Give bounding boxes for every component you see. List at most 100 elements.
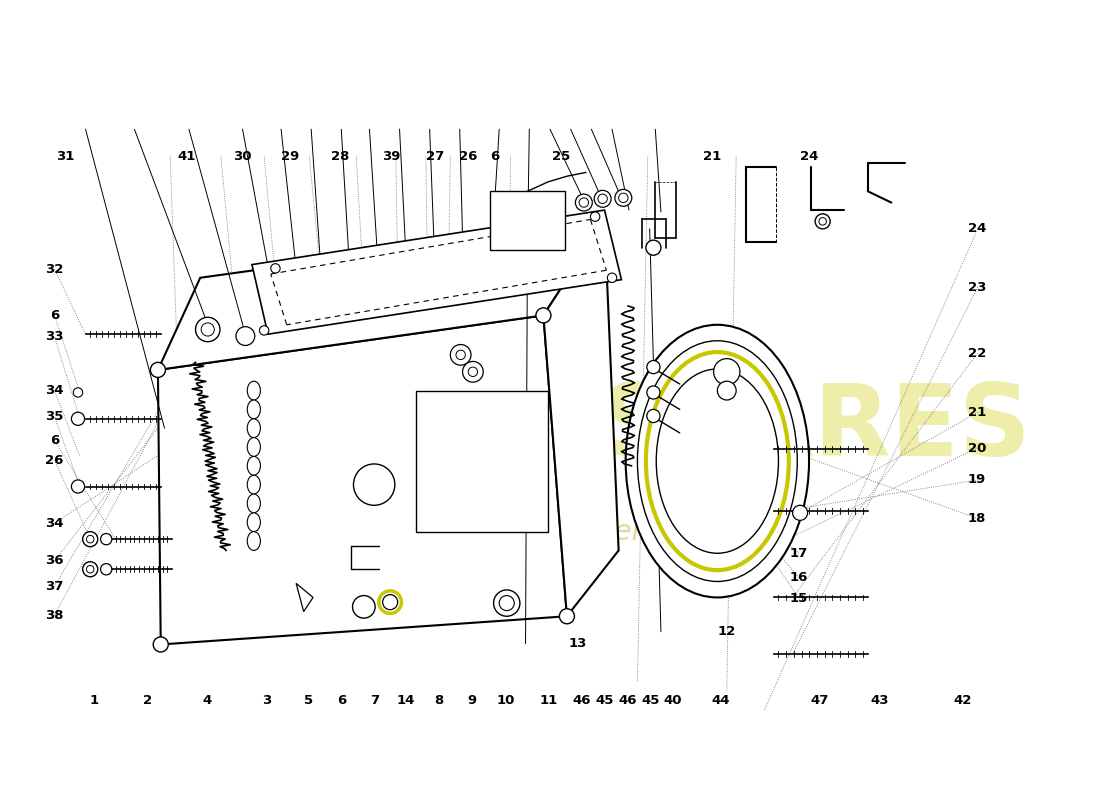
Ellipse shape	[248, 457, 261, 475]
Circle shape	[87, 566, 94, 573]
Circle shape	[598, 194, 607, 203]
Text: 32: 32	[45, 262, 64, 276]
Circle shape	[591, 212, 600, 222]
Text: 30: 30	[233, 150, 252, 162]
Text: 6: 6	[491, 150, 499, 162]
Text: 24: 24	[968, 222, 987, 235]
Ellipse shape	[248, 381, 261, 400]
Text: 10: 10	[496, 694, 515, 707]
Circle shape	[818, 218, 826, 225]
Ellipse shape	[248, 513, 261, 532]
Text: 45: 45	[641, 694, 659, 707]
Text: 39: 39	[383, 150, 400, 162]
Circle shape	[82, 562, 98, 577]
Bar	[490, 191, 565, 250]
Ellipse shape	[637, 341, 798, 582]
Circle shape	[151, 362, 165, 378]
Ellipse shape	[657, 369, 779, 554]
Text: 26: 26	[459, 150, 477, 162]
Text: 46: 46	[618, 694, 637, 707]
Circle shape	[100, 564, 112, 575]
Ellipse shape	[248, 419, 261, 438]
Circle shape	[646, 240, 661, 255]
Circle shape	[87, 535, 94, 543]
Text: 9: 9	[468, 694, 477, 707]
Text: EUROSPARES: EUROSPARES	[290, 380, 1032, 477]
Text: 45: 45	[595, 694, 614, 707]
Circle shape	[615, 190, 631, 206]
Circle shape	[352, 595, 375, 618]
Text: 29: 29	[282, 150, 299, 162]
Ellipse shape	[248, 438, 261, 457]
Circle shape	[271, 264, 281, 273]
Text: 15: 15	[790, 592, 808, 605]
Circle shape	[353, 464, 395, 506]
Polygon shape	[158, 315, 566, 645]
Circle shape	[196, 318, 220, 342]
Ellipse shape	[248, 475, 261, 494]
Circle shape	[450, 345, 471, 366]
Text: 41: 41	[178, 150, 196, 162]
Circle shape	[717, 381, 736, 400]
Text: 7: 7	[371, 694, 380, 707]
Text: 47: 47	[811, 694, 829, 707]
Text: 31: 31	[56, 150, 74, 162]
Polygon shape	[252, 210, 622, 334]
Circle shape	[463, 362, 483, 382]
Polygon shape	[543, 222, 618, 616]
Text: 46: 46	[573, 694, 591, 707]
Text: 35: 35	[45, 410, 64, 423]
Circle shape	[618, 193, 628, 202]
Text: 19: 19	[968, 474, 987, 486]
Circle shape	[456, 350, 465, 359]
Circle shape	[536, 308, 551, 323]
Text: 43: 43	[870, 694, 889, 707]
Text: 24: 24	[801, 150, 818, 162]
Text: 23: 23	[968, 281, 987, 294]
Circle shape	[72, 412, 85, 426]
Text: 42: 42	[954, 694, 971, 707]
Text: 17: 17	[790, 547, 808, 560]
Polygon shape	[158, 222, 605, 370]
Text: 6: 6	[338, 694, 346, 707]
Text: 6: 6	[50, 310, 59, 322]
Text: 18: 18	[968, 512, 987, 526]
Text: 13: 13	[569, 638, 587, 650]
Text: 2: 2	[143, 694, 152, 707]
Text: 6: 6	[50, 434, 59, 447]
Circle shape	[647, 386, 660, 399]
Circle shape	[560, 609, 574, 624]
Text: 3: 3	[262, 694, 271, 707]
Text: a passion for excellence 1985: a passion for excellence 1985	[378, 518, 793, 546]
Circle shape	[236, 326, 255, 346]
Circle shape	[714, 358, 740, 385]
Circle shape	[383, 594, 398, 610]
Text: 38: 38	[45, 609, 64, 622]
Text: 36: 36	[45, 554, 64, 567]
Text: 4: 4	[202, 694, 212, 707]
Text: 33: 33	[45, 330, 64, 343]
Circle shape	[793, 506, 807, 520]
Text: 16: 16	[790, 571, 808, 584]
Circle shape	[594, 190, 612, 207]
Polygon shape	[296, 583, 314, 611]
Text: 21: 21	[968, 406, 987, 418]
Text: 44: 44	[712, 694, 729, 707]
Circle shape	[469, 367, 477, 377]
Text: 40: 40	[663, 694, 682, 707]
Circle shape	[607, 273, 617, 282]
Text: 26: 26	[45, 454, 64, 466]
Text: 27: 27	[426, 150, 444, 162]
Circle shape	[72, 480, 85, 493]
Ellipse shape	[248, 400, 261, 419]
Ellipse shape	[248, 532, 261, 550]
Text: 14: 14	[397, 694, 416, 707]
Circle shape	[74, 388, 82, 397]
Ellipse shape	[248, 494, 261, 513]
Text: 37: 37	[45, 580, 64, 593]
Text: 5: 5	[305, 694, 314, 707]
Circle shape	[499, 595, 515, 610]
Circle shape	[201, 323, 214, 336]
Circle shape	[260, 326, 268, 335]
Text: 11: 11	[540, 694, 558, 707]
